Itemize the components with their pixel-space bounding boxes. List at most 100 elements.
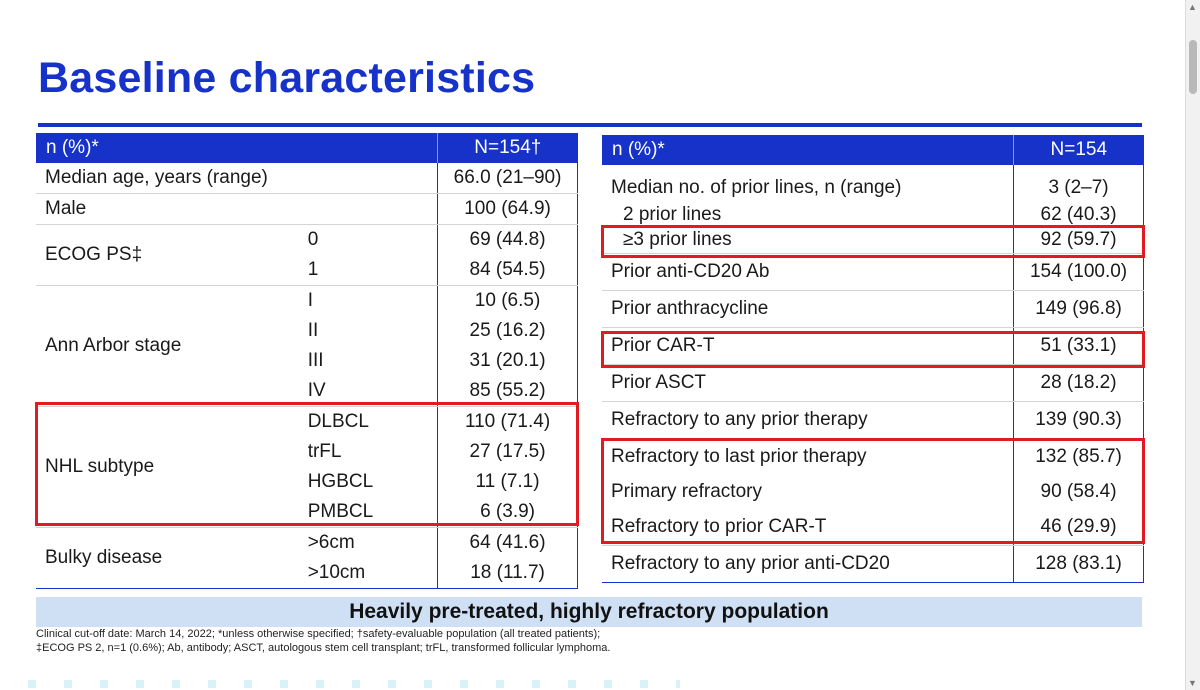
row-label: Refractory to any prior anti-CD20 — [602, 545, 1014, 583]
row-value: 90 (58.4) — [1013, 474, 1144, 509]
row-value: 51 (33.1) — [1013, 327, 1144, 365]
scrollbar-thumb[interactable] — [1189, 40, 1197, 94]
right-header-label: n (%)* — [602, 135, 1014, 165]
row-value: 92 (59.7) — [1013, 226, 1144, 254]
row-value: 154 (100.0) — [1013, 253, 1144, 291]
group-label: Bulky disease — [36, 527, 298, 589]
row-label: Prior CAR-T — [602, 327, 1014, 365]
sub-label: III — [307, 350, 324, 371]
row-label: 2 prior lines — [623, 204, 722, 225]
sub-label: trFL — [307, 441, 342, 462]
right-baseline-table: n (%)* N=154 Median no. of prior lines, … — [602, 135, 1144, 583]
row-value: 11 (7.1) — [437, 467, 578, 497]
scroll-down-arrow-icon[interactable]: ▼ — [1188, 678, 1197, 688]
table-row: II 25 (16.2) — [36, 316, 578, 346]
row-value: 110 (71.4) — [437, 406, 578, 437]
row-value: 149 (96.8) — [1013, 290, 1144, 328]
row-value: 31 (20.1) — [437, 346, 578, 376]
right-header-n: N=154 — [1013, 135, 1144, 165]
summary-banner: Heavily pre-treated, highly refractory p… — [36, 597, 1142, 627]
row-label: ≥3 prior lines — [602, 226, 1014, 254]
row-label: Refractory to prior CAR-T — [602, 509, 1014, 546]
table-row: Bulky disease >6cm 64 (41.6) — [36, 527, 578, 589]
row-value: 62 (40.3) — [1013, 199, 1144, 226]
row-value: 139 (90.3) — [1013, 401, 1144, 439]
row-label: Median age, years (range) — [36, 163, 438, 194]
row-label: Refractory to last prior therapy — [611, 445, 867, 467]
table-row: Prior ASCT 28 (18.2) — [602, 364, 1144, 402]
footnotes: Clinical cut-off date: March 14, 2022; *… — [36, 627, 1136, 655]
table-row: HGBCL 11 (7.1) — [36, 467, 578, 497]
table-row: Median no. of prior lines, n (range) 3 (… — [602, 165, 1144, 199]
row-label: Prior ASCT — [602, 364, 1014, 402]
slide-title: Baseline characteristics — [38, 54, 536, 102]
table-row: IV 85 (55.2) — [36, 376, 578, 407]
sub-label: >6cm — [307, 532, 355, 553]
vertical-scrollbar[interactable]: ▲ ▼ — [1185, 0, 1200, 690]
footnote-line: Clinical cut-off date: March 14, 2022; *… — [36, 628, 601, 640]
table-row: Prior anti-CD20 Ab 154 (100.0) — [602, 253, 1144, 291]
row-label: Refractory to any prior therapy — [602, 401, 1014, 439]
row-value: 100 (64.9) — [437, 193, 578, 225]
group-label: ECOG PS‡ — [36, 224, 298, 286]
row-label: Male — [36, 193, 438, 225]
row-label: Primary refractory — [611, 480, 762, 502]
sub-label: I — [307, 290, 313, 311]
table-row: Prior anthracycline 149 (96.8) — [602, 290, 1144, 328]
row-value: 28 (18.2) — [1013, 364, 1144, 402]
table-row: Refractory to last prior therapy 132 (85… — [602, 438, 1144, 474]
row-label: Prior anthracycline — [602, 290, 1014, 328]
table-row: ECOG PS‡ 0 69 (44.8) — [36, 224, 578, 286]
scroll-up-arrow-icon[interactable]: ▲ — [1188, 2, 1197, 12]
table-row: 2 prior lines 62 (40.3) — [602, 199, 1144, 226]
table-row: ≥3 prior lines 92 (59.7) — [602, 226, 1144, 254]
row-value: 64 (41.6) — [437, 527, 578, 558]
row-value: 69 (44.8) — [437, 224, 578, 255]
table-row: 1 84 (54.5) — [36, 255, 578, 286]
sub-label: >10cm — [297, 558, 438, 589]
left-header-n: N=154† — [437, 133, 578, 163]
table-row: Refractory to prior CAR-T 46 (29.9) — [602, 509, 1144, 546]
table-row: >10cm 18 (11.7) — [36, 558, 578, 589]
row-label: Median no. of prior lines, n (range) — [611, 177, 902, 198]
right-table-header: n (%)* N=154 — [602, 135, 1144, 165]
sub-label: IV — [297, 376, 438, 407]
table-row: trFL 27 (17.5) — [36, 437, 578, 467]
row-value: 27 (17.5) — [437, 437, 578, 467]
sub-label: HGBCL — [307, 471, 374, 492]
table-row: Primary refractory 90 (58.4) — [602, 474, 1144, 509]
left-header-label: n (%)* — [36, 133, 438, 163]
row-value: 18 (11.7) — [437, 558, 578, 589]
row-value: 85 (55.2) — [437, 376, 578, 407]
row-label: Prior anti-CD20 Ab — [602, 253, 1014, 291]
table-row: Refractory to any prior therapy 139 (90.… — [602, 401, 1144, 439]
table-row: PMBCL 6 (3.9) — [36, 497, 578, 528]
row-value: 25 (16.2) — [437, 316, 578, 346]
left-baseline-table: n (%)* N=154† Median age, years (range) … — [36, 133, 578, 589]
table-row: Refractory to any prior anti-CD20 128 (8… — [602, 545, 1144, 583]
sub-label: 1 — [297, 255, 438, 286]
sub-label: II — [307, 320, 319, 341]
sub-label: 0 — [307, 229, 319, 250]
row-value: 132 (85.7) — [1013, 438, 1144, 474]
table-row: NHL subtype DLBCL 110 (71.4) — [36, 406, 578, 528]
row-value: 10 (6.5) — [437, 285, 578, 316]
footnote-line: ‡ECOG PS 2, n=1 (0.6%); Ab, antibody; AS… — [36, 642, 611, 654]
table-row: Median age, years (range) 66.0 (21–90) — [36, 163, 578, 194]
title-divider — [38, 123, 1142, 127]
left-table-header: n (%)* N=154† — [36, 133, 578, 163]
row-value: 6 (3.9) — [437, 497, 578, 528]
row-value: 128 (83.1) — [1013, 545, 1144, 583]
row-value: 66.0 (21–90) — [437, 163, 578, 194]
table-row: Prior CAR-T 51 (33.1) — [602, 327, 1144, 365]
row-value: 3 (2–7) — [1013, 165, 1144, 199]
sub-label: DLBCL — [307, 411, 369, 432]
table-row: Male 100 (64.9) — [36, 193, 578, 225]
table-row: Ann Arbor stage I 10 (6.5) — [36, 285, 578, 407]
video-artifact-strip — [0, 680, 680, 688]
row-value: 46 (29.9) — [1013, 509, 1144, 546]
row-value: 84 (54.5) — [437, 255, 578, 286]
table-row: III 31 (20.1) — [36, 346, 578, 376]
sub-label: PMBCL — [297, 497, 438, 528]
group-label: NHL subtype — [36, 406, 298, 528]
